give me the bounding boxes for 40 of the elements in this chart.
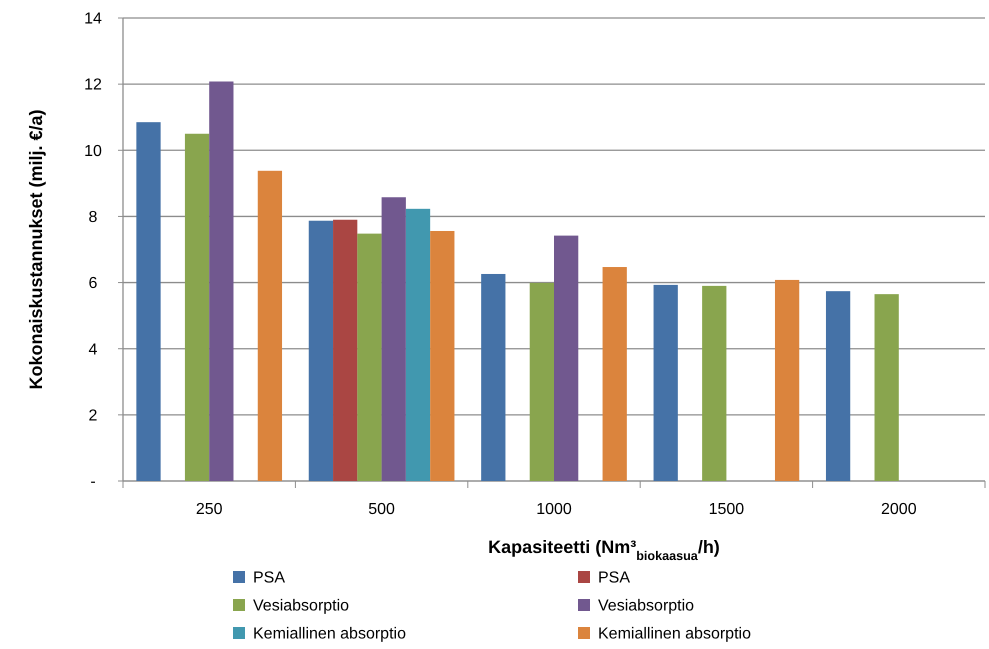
y-tick-label: 14 [84, 10, 102, 28]
y-axis-title: Kokonaiskustannukset (milj. €/a) [26, 109, 46, 390]
x-tick-label: 1000 [536, 501, 572, 518]
bar [406, 208, 430, 481]
x-tick-label: 500 [368, 501, 396, 518]
legend-label: PSA [253, 570, 286, 587]
x-axis-title: Kapasiteetti (Nm³$_{biokaasua}$/h) [488, 537, 720, 563]
bar [184, 134, 210, 481]
bar [702, 286, 726, 481]
bar [382, 197, 406, 481]
bar [774, 280, 800, 481]
bar [874, 294, 899, 481]
x-tick-label: 250 [196, 501, 223, 518]
bar [826, 291, 850, 481]
legend-label: Kemiallinen absorptio [253, 626, 406, 643]
legend-label: Vesiabsorptio [253, 598, 350, 615]
legend-label: Kemiallinen absorptio [598, 626, 752, 643]
y-tick-label: 10 [84, 142, 102, 160]
bar [530, 282, 554, 481]
bar [481, 274, 506, 481]
bar [308, 220, 334, 481]
y-tick-label: 12 [84, 76, 102, 94]
legend-label: PSA [598, 570, 630, 587]
y-tick-label: 6 [88, 275, 98, 292]
y-tick-label: 4 [88, 341, 98, 358]
legend-label: Vesiabsorptio [598, 598, 694, 615]
bar [554, 236, 578, 481]
bar [209, 81, 234, 481]
y-tick-label: - [90, 474, 96, 491]
bar [136, 122, 161, 481]
x-tick-label: 2000 [881, 501, 917, 518]
bar [357, 234, 382, 481]
bar [258, 170, 282, 481]
bar [430, 230, 454, 481]
bar [654, 284, 678, 481]
x-tick-label: 1500 [708, 501, 744, 518]
y-tick-label: 2 [88, 407, 98, 424]
bar [333, 220, 358, 481]
bar [602, 267, 627, 481]
y-tick-label: 8 [88, 209, 98, 226]
